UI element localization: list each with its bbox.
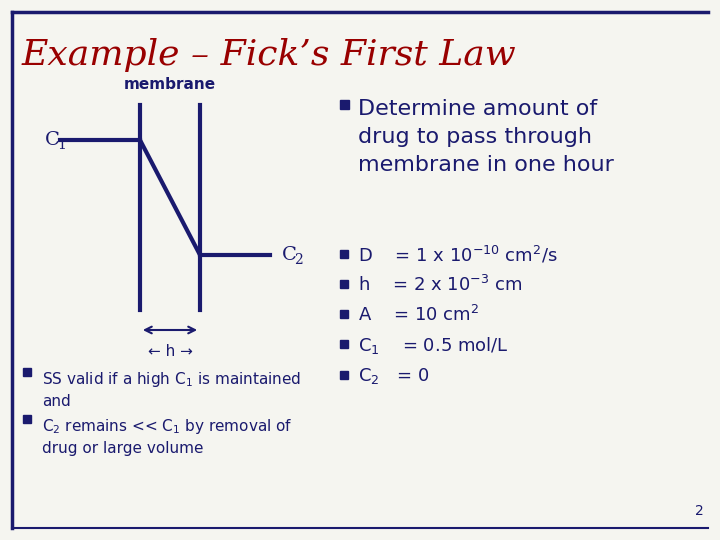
Text: h    = 2 x 10$^{-3}$ cm: h = 2 x 10$^{-3}$ cm (358, 275, 523, 295)
Text: C$_{2}$ remains << C$_{1}$ by removal of
drug or large volume: C$_{2}$ remains << C$_{1}$ by removal of… (42, 417, 292, 456)
Text: Determine amount of
drug to pass through
membrane in one hour: Determine amount of drug to pass through… (358, 99, 614, 175)
Bar (340, 280, 348, 288)
Text: ← h →: ← h → (148, 344, 192, 359)
Text: C: C (45, 131, 60, 149)
Text: 1: 1 (57, 138, 66, 152)
Bar (340, 340, 348, 348)
Bar (23, 415, 31, 423)
Text: membrane: membrane (124, 77, 216, 92)
Bar (23, 368, 31, 376)
Bar (340, 100, 349, 109)
Bar (340, 250, 348, 258)
Text: A    = 10 cm$^{2}$: A = 10 cm$^{2}$ (358, 305, 479, 325)
Text: D    = 1 x 10$^{-10}$ cm$^{2}$/s: D = 1 x 10$^{-10}$ cm$^{2}$/s (358, 245, 557, 266)
Bar (340, 310, 348, 318)
Text: C: C (282, 246, 297, 264)
Text: Example – Fick’s First Law: Example – Fick’s First Law (22, 38, 517, 72)
Bar (340, 371, 348, 379)
Text: 2: 2 (294, 253, 302, 267)
Text: C$_{1}$    = 0.5 mol/L: C$_{1}$ = 0.5 mol/L (358, 334, 509, 355)
Text: 2: 2 (696, 504, 704, 518)
Text: C$_{2}$   = 0: C$_{2}$ = 0 (358, 366, 429, 386)
Text: SS valid if a high C$_{1}$ is maintained
and: SS valid if a high C$_{1}$ is maintained… (42, 370, 302, 409)
